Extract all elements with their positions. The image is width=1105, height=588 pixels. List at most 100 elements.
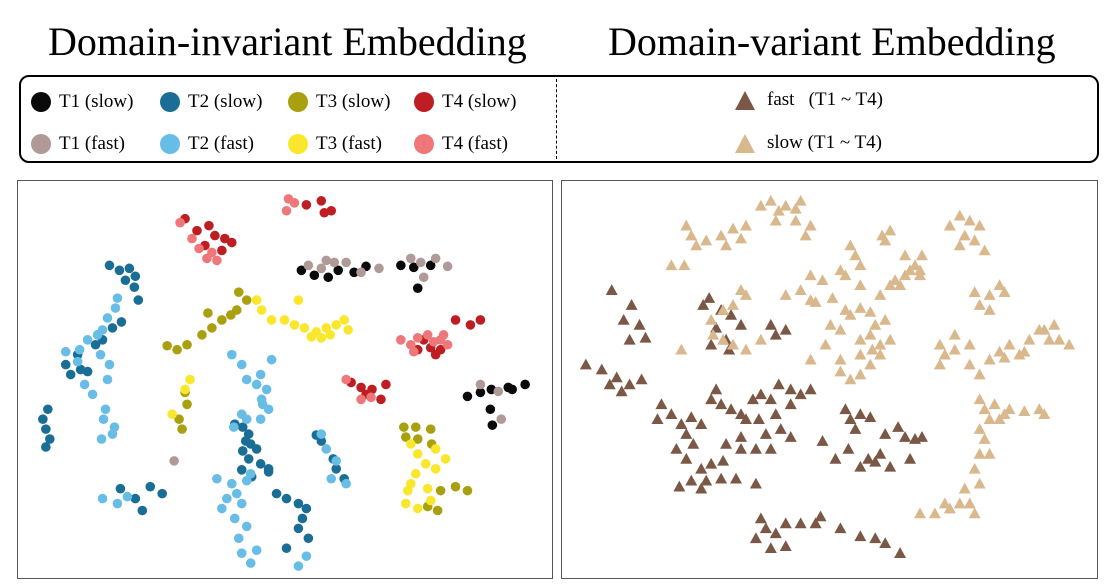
point-t1-slow-10	[462, 391, 473, 402]
point-slow-t1-t4-61	[854, 302, 867, 313]
point-fast-t1-t4-91	[769, 527, 782, 539]
point-fast-t1-t4-16	[725, 308, 738, 320]
point-t2-fast-18	[95, 349, 106, 360]
point-t2-fast-40	[251, 545, 262, 556]
point-slow-t1-t4-19	[678, 259, 691, 271]
point-t1-fast-5	[356, 267, 366, 278]
point-t2-fast-4	[92, 330, 103, 340]
point-t2-fast-39	[245, 558, 256, 568]
point-t2-slow-7	[116, 317, 127, 327]
point-t1-slow-16	[487, 420, 498, 430]
point-t2-fast-41	[236, 498, 247, 509]
point-fast-t1-t4-84	[915, 431, 928, 442]
point-t2-slow-18	[41, 424, 51, 434]
point-fast-t1-t4-71	[844, 413, 857, 424]
point-t2-slow-51	[263, 466, 274, 477]
point-slow-t1-t4-43	[915, 249, 928, 261]
point-fast-t1-t4-90	[759, 522, 772, 534]
t1-fast-marker-icon	[31, 134, 51, 154]
point-slow-t1-t4-10	[680, 219, 693, 231]
point-fast-t1-t4-17	[734, 318, 747, 330]
point-slow-t1-t4-120	[1003, 403, 1016, 415]
point-slow-t1-t4-48	[899, 249, 912, 261]
point-slow-t1-t4-104	[1043, 333, 1056, 345]
point-t3-slow-17	[425, 424, 436, 434]
point-t1-slow-15	[485, 404, 496, 415]
point-fast-t1-t4-100	[879, 537, 892, 549]
legend-item-t3-fast: T3 (fast)	[288, 133, 382, 155]
point-slow-t1-t4-4	[789, 202, 802, 214]
point-t2-fast-27	[255, 414, 266, 424]
point-t4-slow-3	[210, 230, 220, 241]
point-t2-slow-31	[271, 488, 282, 499]
legend-label: T4 (fast)	[442, 133, 508, 154]
point-slow-t1-t4-82	[953, 209, 966, 221]
point-t1-slow-7	[408, 262, 419, 273]
point-fast-t1-t4-3	[633, 318, 646, 330]
point-slow-t1-t4-106	[1063, 338, 1076, 350]
point-slow-t1-t4-33	[849, 249, 862, 261]
point-slow-t1-t4-34	[854, 259, 867, 271]
point-t1-fast-12	[475, 379, 486, 390]
point-t4-fast-4	[212, 255, 222, 266]
legend-item-t4-slow: T4 (slow)	[414, 91, 516, 113]
t2-fast-marker-icon	[160, 134, 180, 154]
point-t1-slow-17	[507, 384, 518, 395]
point-slow-t1-t4-24	[717, 304, 730, 315]
point-slow-t1-t4-65	[824, 318, 837, 330]
point-t2-fast-56	[226, 478, 237, 489]
point-t3-fast-28	[430, 444, 441, 454]
point-slow-t1-t4-79	[804, 269, 817, 281]
point-slow-t1-t4-111	[963, 358, 976, 370]
point-t2-fast-54	[261, 384, 272, 395]
point-t1-fast-2	[321, 255, 332, 266]
point-t3-slow-12	[182, 399, 192, 410]
point-fast-t1-t4-79	[874, 447, 887, 459]
point-fast-t1-t4-88	[754, 512, 767, 524]
point-slow-t1-t4-58	[884, 333, 897, 345]
point-slow-t1-t4-32	[844, 239, 857, 251]
point-t2-slow-22	[237, 422, 248, 432]
point-t2-fast-6	[74, 344, 85, 355]
point-fast-t1-t4-32	[685, 411, 698, 423]
t4-slow-marker-icon	[414, 92, 434, 112]
point-fast-t1-t4-39	[705, 457, 718, 469]
point-slow-t1-t4-112	[973, 368, 986, 380]
point-slow-t1-t4-128	[968, 462, 981, 474]
point-t2-slow-20	[41, 442, 51, 452]
point-t3-fast-26	[422, 483, 433, 494]
point-t2-fast-10	[87, 389, 98, 400]
point-t2-fast-5	[82, 334, 93, 345]
point-t4-slow-24	[435, 344, 446, 355]
point-t4-fast-17	[366, 392, 376, 403]
point-slow-t1-t4-121	[1018, 405, 1031, 417]
point-t2-fast-33	[222, 493, 232, 504]
point-t3-slow-18	[401, 432, 411, 442]
point-fast-t1-t4-66	[734, 442, 747, 454]
point-fast-t1-t4-53	[784, 383, 797, 395]
point-fast-t1-t4-5	[623, 333, 636, 345]
point-t3-slow-14	[177, 424, 187, 434]
point-slow-t1-t4-80	[804, 294, 817, 305]
point-t4-fast-16	[356, 394, 366, 405]
point-slow-t1-t4-47	[884, 224, 897, 236]
point-slow-t1-t4-51	[913, 269, 926, 281]
point-slow-t1-t4-109	[998, 351, 1011, 363]
point-fast-t1-t4-80	[879, 428, 892, 439]
point-t3-fast-15	[167, 409, 177, 420]
legend-item-t2-fast: T2 (fast)	[160, 133, 254, 155]
point-slow-t1-t4-42	[909, 259, 922, 271]
point-t2-slow-46	[145, 481, 156, 492]
point-slow-t1-t4-46	[876, 229, 889, 241]
point-fast-t1-t4-49	[746, 393, 759, 405]
point-t2-slow-48	[137, 505, 148, 516]
point-fast-t1-t4-85	[904, 452, 917, 464]
point-t2-fast-53	[255, 369, 266, 380]
point-slow-t1-t4-67	[854, 348, 867, 360]
point-slow-t1-t4-93	[973, 299, 986, 310]
point-t4-fast-15	[428, 336, 439, 347]
point-t2-fast-44	[316, 429, 327, 439]
point-slow-t1-t4-7	[789, 214, 802, 226]
point-fast-t1-t4-27	[715, 398, 728, 410]
point-slow-t1-t4-1	[764, 194, 777, 206]
